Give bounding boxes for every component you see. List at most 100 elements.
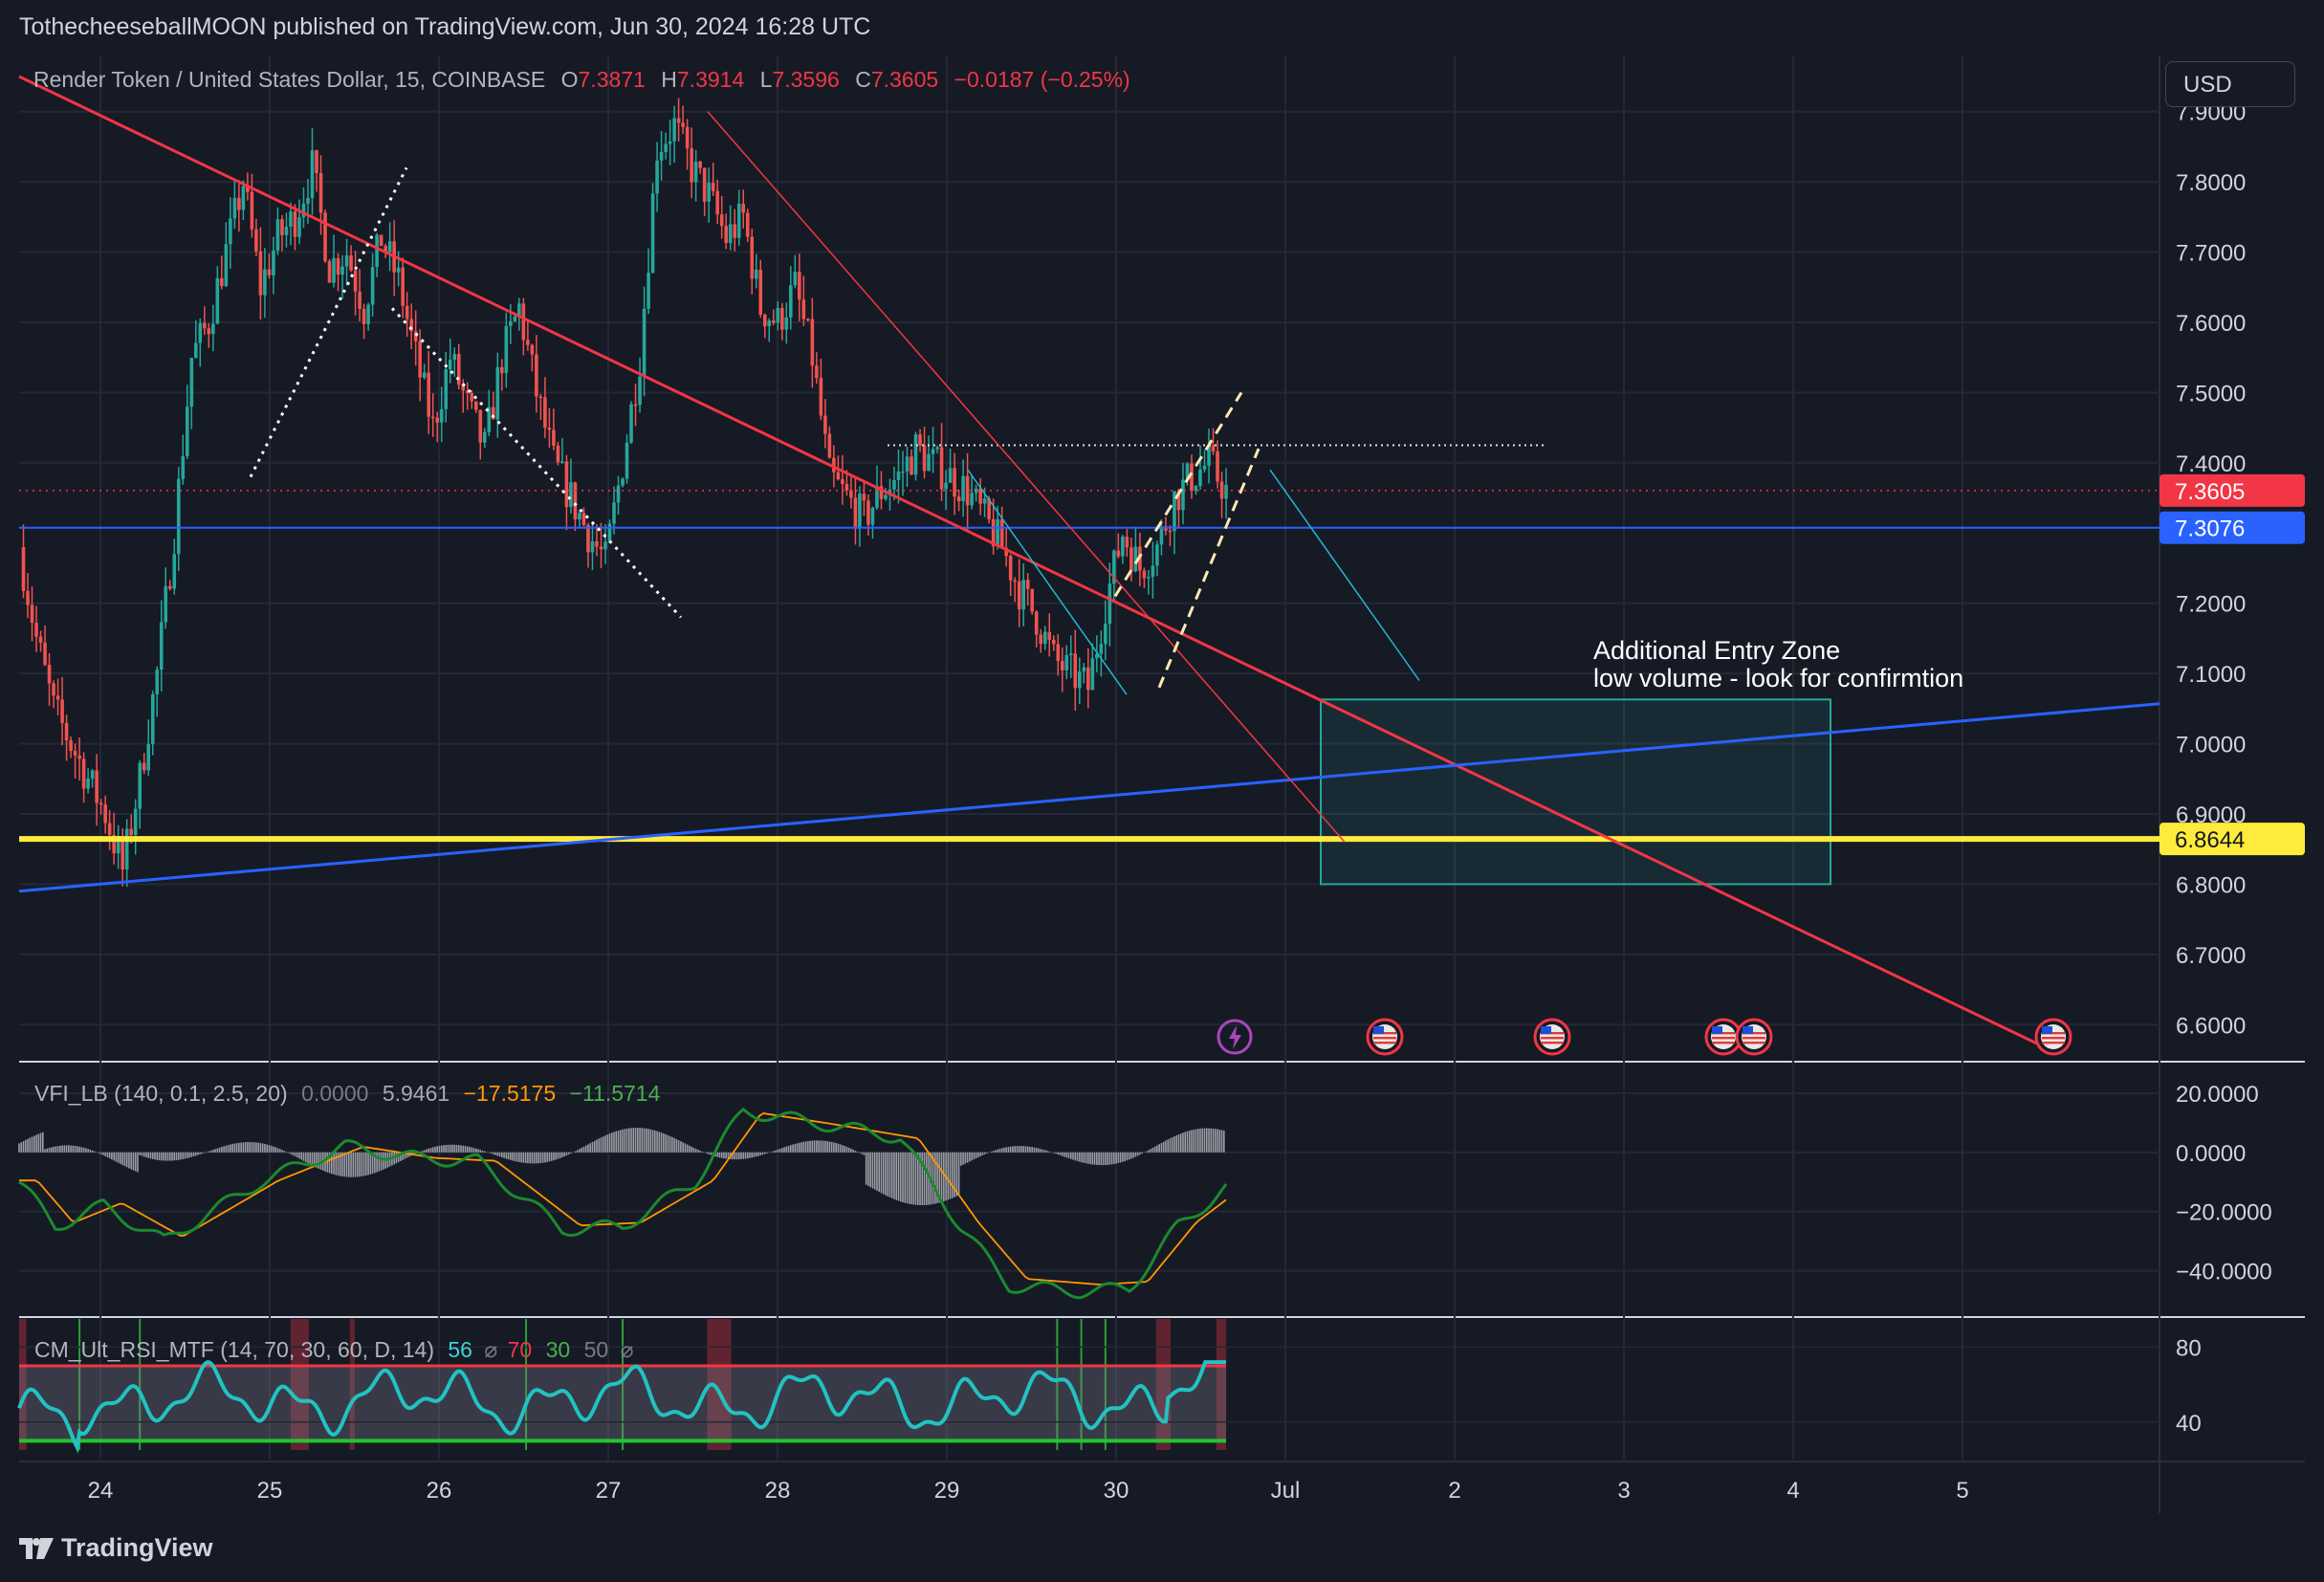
candle-body xyxy=(564,461,569,508)
rsi-value-4: 50 xyxy=(583,1337,609,1362)
candle-body xyxy=(207,328,211,335)
rsi-legend[interactable]: CM_Ult_RSI_MTF (14, 70, 30, 60, D, 14) 5… xyxy=(34,1337,633,1363)
vfi-legend[interactable]: VFI_LB (140, 0.1, 2.5, 20) 0.0000 5.9461… xyxy=(34,1081,660,1107)
candle-body xyxy=(203,322,207,329)
candle-body xyxy=(922,445,927,472)
candle-body xyxy=(728,224,733,244)
us-flag-event-icon[interactable] xyxy=(1704,1018,1743,1056)
candle-body xyxy=(500,366,504,374)
candle-body xyxy=(310,150,315,199)
candle-body xyxy=(189,358,194,407)
candle-body xyxy=(1216,450,1219,482)
candle-body xyxy=(301,203,306,218)
flag-stripe xyxy=(1541,1032,1564,1035)
candle-body xyxy=(693,161,698,183)
candle-body xyxy=(815,365,819,379)
high-label: H xyxy=(661,67,677,92)
open-label: O xyxy=(560,67,579,92)
candle-body xyxy=(754,269,758,279)
candle-body xyxy=(1030,588,1035,612)
candle-body xyxy=(336,257,340,275)
price-badge xyxy=(2160,473,2305,507)
us-flag-event-icon[interactable] xyxy=(1366,1018,1404,1056)
candle-body xyxy=(470,392,474,402)
candle-body xyxy=(478,409,483,443)
candle-body xyxy=(581,513,586,525)
us-flag-event-icon[interactable] xyxy=(2034,1018,2072,1056)
candle-body xyxy=(771,320,776,323)
rsi-overbought-highlight xyxy=(349,1319,355,1450)
candle-body xyxy=(776,308,780,323)
candle-body xyxy=(263,269,267,296)
candle-body xyxy=(1155,544,1159,566)
flag-stripe xyxy=(1743,1037,1765,1040)
candle-body xyxy=(1194,486,1198,492)
candle-body xyxy=(844,483,849,491)
price-badge xyxy=(2160,823,2305,856)
candle-body xyxy=(362,308,366,324)
candle-body xyxy=(172,554,177,589)
candle-body xyxy=(711,183,715,191)
vfi-value-3: −17.5175 xyxy=(463,1081,557,1106)
us-flag-event-icon[interactable] xyxy=(1533,1018,1571,1056)
candle-body xyxy=(858,494,862,529)
vfi-value-4: −11.5714 xyxy=(569,1081,661,1106)
candle-body xyxy=(1125,537,1129,548)
flag-stripe xyxy=(1373,1032,1396,1035)
candle-body xyxy=(849,490,853,498)
candle-body xyxy=(435,417,440,423)
candle-body xyxy=(629,404,633,443)
candle-body xyxy=(996,518,999,547)
candle-body xyxy=(793,272,798,286)
candle-body xyxy=(690,148,693,183)
candle-body xyxy=(862,494,866,501)
candle-body xyxy=(987,498,991,519)
candle-body xyxy=(275,219,280,251)
candle-body xyxy=(1047,631,1052,640)
candle-body xyxy=(719,214,724,227)
candle-body xyxy=(750,236,755,279)
candle-body xyxy=(422,372,427,378)
candle-body xyxy=(112,835,116,854)
price-tick: 7.6000 xyxy=(2176,311,2246,337)
candle-body xyxy=(1185,463,1190,480)
price-badge-label: 6.8644 xyxy=(2175,827,2245,853)
candle-body xyxy=(254,229,258,252)
rsi-value-3: 30 xyxy=(545,1337,571,1362)
candle-body xyxy=(823,415,827,434)
rsi-value-1: 56 xyxy=(448,1337,472,1362)
candle-body xyxy=(103,804,107,824)
candle-body xyxy=(86,778,90,789)
candle-body xyxy=(155,670,160,694)
vfi-title: VFI_LB (140, 0.1, 2.5, 20) xyxy=(34,1081,288,1106)
candle-body xyxy=(405,305,409,319)
candle-body xyxy=(142,762,146,771)
rsi-overbought-highlight xyxy=(1216,1319,1227,1450)
candle-body xyxy=(1159,526,1164,545)
low-value: 7.3596 xyxy=(772,67,840,92)
lightning-glyph xyxy=(1229,1025,1241,1049)
rsi-overbought-highlight xyxy=(290,1319,309,1450)
candle-body xyxy=(647,273,650,309)
time-label: 26 xyxy=(427,1478,452,1504)
candle-body xyxy=(121,841,124,870)
candle-body xyxy=(81,758,86,789)
currency-button[interactable]: USD xyxy=(2165,61,2295,107)
candle-body xyxy=(733,224,737,238)
candle-body xyxy=(211,323,215,335)
time-label: 30 xyxy=(1104,1478,1129,1504)
candle-body xyxy=(810,319,815,366)
candle-body xyxy=(21,546,26,591)
candle-body xyxy=(396,267,401,273)
us-flag-event-icon[interactable] xyxy=(1735,1018,1773,1056)
tradingview-logo[interactable]: TradingView xyxy=(19,1533,213,1563)
candle-body xyxy=(1099,644,1104,654)
price-tick: 7.2000 xyxy=(2176,592,2246,618)
candle-body xyxy=(181,456,186,479)
candle-body xyxy=(758,269,763,316)
candle-body xyxy=(935,447,939,450)
lightning-event-icon[interactable] xyxy=(1217,1019,1253,1055)
symbol-name[interactable]: Render Token / United States Dollar, 15,… xyxy=(33,67,546,92)
candle-body xyxy=(164,585,168,623)
